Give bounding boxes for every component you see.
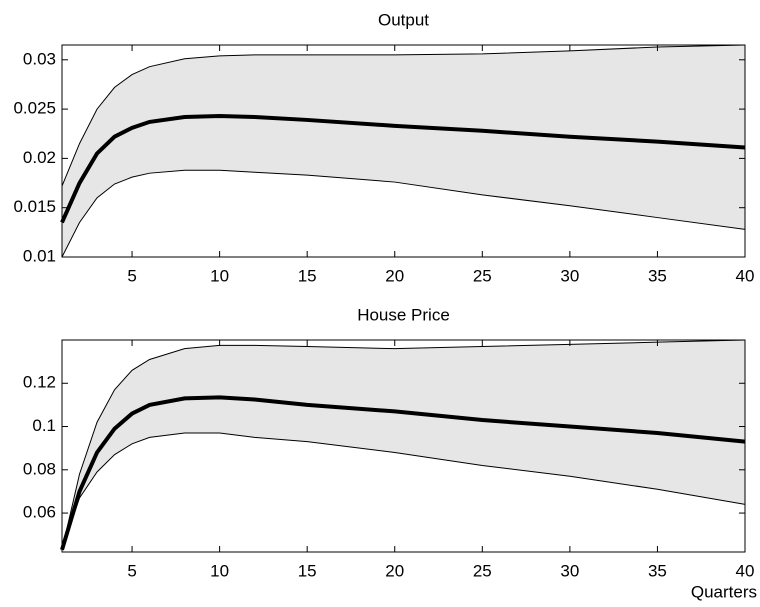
median-line bbox=[60, 395, 746, 551]
x-axis-label: Quarters bbox=[691, 582, 757, 601]
x-tick-label: 25 bbox=[473, 266, 492, 285]
x-tick-label: 15 bbox=[298, 266, 317, 285]
x-tick-label: 35 bbox=[648, 561, 667, 580]
x-tick-label: 30 bbox=[560, 561, 579, 580]
y-tick-label: 0.06 bbox=[23, 503, 56, 522]
upper-bound-line bbox=[61, 44, 746, 187]
x-tick-label: 15 bbox=[298, 561, 317, 580]
y-tick-label: 0.08 bbox=[23, 459, 56, 478]
y-tick-label: 0.1 bbox=[32, 416, 56, 435]
x-tick-label: 20 bbox=[385, 561, 404, 580]
y-tick-label: 0.12 bbox=[23, 373, 56, 392]
x-tick-label: 10 bbox=[210, 266, 229, 285]
y-tick-label: 0.025 bbox=[13, 99, 56, 118]
y-tick-label: 0.01 bbox=[23, 246, 56, 265]
chart-title: Output bbox=[378, 10, 429, 29]
x-tick-label: 20 bbox=[385, 266, 404, 285]
x-tick-label: 40 bbox=[736, 266, 755, 285]
x-tick-label: 40 bbox=[736, 561, 755, 580]
y-tick-label: 0.02 bbox=[23, 148, 56, 167]
y-tick-label: 0.03 bbox=[23, 49, 56, 68]
lower-bound-line bbox=[61, 432, 746, 550]
axes-box bbox=[61, 339, 746, 553]
x-tick-label: 25 bbox=[473, 561, 492, 580]
x-tick-label: 30 bbox=[560, 266, 579, 285]
axes-box bbox=[61, 44, 746, 258]
x-tick-label: 5 bbox=[127, 561, 136, 580]
y-tick-label: 0.015 bbox=[13, 197, 56, 216]
x-tick-label: 35 bbox=[648, 266, 667, 285]
confidence-band bbox=[62, 340, 745, 550]
x-tick-label: 5 bbox=[127, 266, 136, 285]
x-tick-label: 10 bbox=[210, 561, 229, 580]
chart-title: House Price bbox=[357, 305, 450, 324]
lower-bound-line bbox=[61, 169, 746, 258]
confidence-band bbox=[62, 45, 745, 257]
median-line bbox=[60, 113, 746, 224]
